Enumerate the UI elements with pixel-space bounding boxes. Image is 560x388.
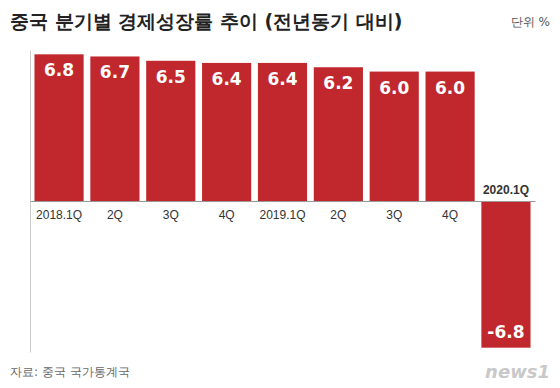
x-tick-label: 2Q [107, 208, 123, 222]
x-tick-label: 4Q [219, 208, 235, 222]
x-tick: 4Q [219, 201, 235, 222]
data-label: 6.4 [212, 69, 242, 89]
x-tick: 2Q [330, 201, 346, 222]
bar [426, 72, 475, 201]
data-label: 6.8 [44, 60, 74, 80]
data-label: 6.5 [156, 67, 186, 87]
x-tick-label: 3Q [386, 208, 402, 222]
unit-label: 단위 % [511, 15, 550, 29]
x-tick-label: 2018.1Q [36, 208, 82, 222]
credit: news1 [485, 361, 550, 382]
data-label: 6.7 [100, 62, 130, 82]
x-tick-label: 4Q [442, 208, 458, 222]
title: 중국 분기별 경제성장률 추이 (전년동기 대비) [10, 10, 402, 32]
x-tick: 4Q [442, 201, 458, 222]
bar [481, 201, 530, 348]
bar [202, 63, 251, 201]
bar [90, 56, 139, 201]
x-tick: 2018.1Q [36, 201, 82, 222]
data-label: 6.0 [379, 78, 409, 98]
x-tick-label: 2Q [330, 208, 346, 222]
bar [258, 63, 307, 201]
x-tick: 2019.1Q [259, 201, 305, 222]
source: 자료: 중국 국가통계국 [10, 365, 130, 379]
x-tick: 3Q [163, 201, 179, 222]
bar [314, 67, 363, 201]
data-label: 6.2 [323, 73, 353, 93]
data-labels: 6.8 6.7 6.5 6.4 6.4 6.2 6.0 6.0 -6.8 [44, 60, 525, 341]
data-label: 6.4 [267, 69, 297, 89]
x-tick: 2Q [107, 201, 123, 222]
x-axis-line [31, 201, 536, 202]
data-label: -6.8 [487, 322, 524, 342]
x-tick-label: 2020.1Q [483, 183, 529, 197]
x-tick: 3Q [386, 201, 402, 222]
data-label: 6.0 [435, 78, 465, 98]
bar [370, 72, 419, 201]
x-tick-label: 3Q [163, 208, 179, 222]
x-tick-label: 2019.1Q [259, 208, 305, 222]
x-tick: 2020.1Q [483, 183, 529, 201]
bar [146, 61, 195, 201]
x-axis: 2018.1Q 2Q 3Q 4Q 2019.1Q 2Q 3Q 4Q 2020.1Q [31, 183, 536, 222]
bar [34, 54, 83, 201]
chart: 중국 분기별 경제성장률 추이 (전년동기 대비) 단위 % 2018.1Q 2Q 3Q… [0, 0, 560, 388]
